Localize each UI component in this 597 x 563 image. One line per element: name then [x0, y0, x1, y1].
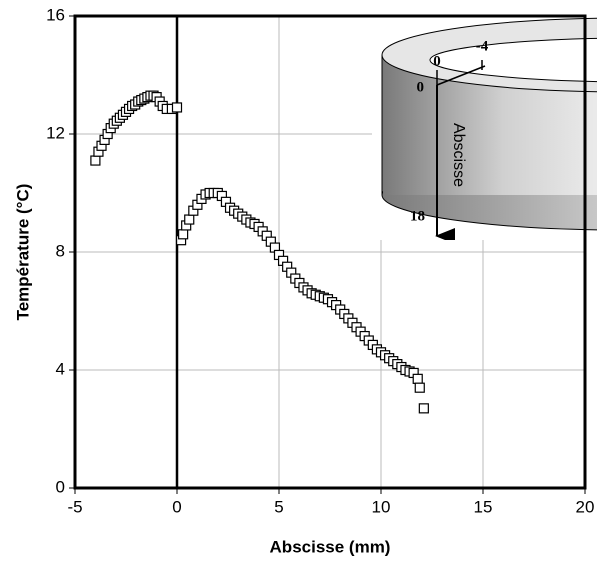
- inset-label: 0: [417, 79, 425, 95]
- marker: [184, 214, 195, 225]
- y-tick-label: 4: [56, 359, 65, 378]
- marker: [171, 102, 183, 113]
- x-tick-label: 20: [576, 497, 595, 516]
- x-axis-title: Abscisse (mm): [270, 537, 391, 556]
- x-tick-label: 10: [372, 497, 391, 516]
- marker: [418, 403, 429, 414]
- inset-axis-label: Abscisse: [450, 123, 467, 187]
- x-tick-label: 5: [274, 497, 283, 516]
- x-tick-label: -5: [67, 497, 82, 516]
- inset-label: -4: [476, 38, 489, 54]
- x-tick-label: 15: [474, 497, 493, 516]
- inset-label: 0: [433, 53, 441, 69]
- inset-diagram: 0 -4 0 18 Abscisse: [372, 16, 597, 240]
- y-tick-label: 0: [56, 477, 65, 496]
- marker: [90, 155, 101, 166]
- marker: [178, 229, 189, 240]
- y-tick-label: 8: [56, 241, 65, 260]
- marker: [412, 373, 423, 384]
- marker: [414, 382, 425, 393]
- x-tick-label: 0: [172, 497, 181, 516]
- y-tick-label: 16: [46, 5, 65, 24]
- inset-label: 18: [410, 208, 425, 224]
- y-axis-title: Température (°C): [13, 184, 32, 321]
- y-tick-label: 12: [46, 123, 65, 142]
